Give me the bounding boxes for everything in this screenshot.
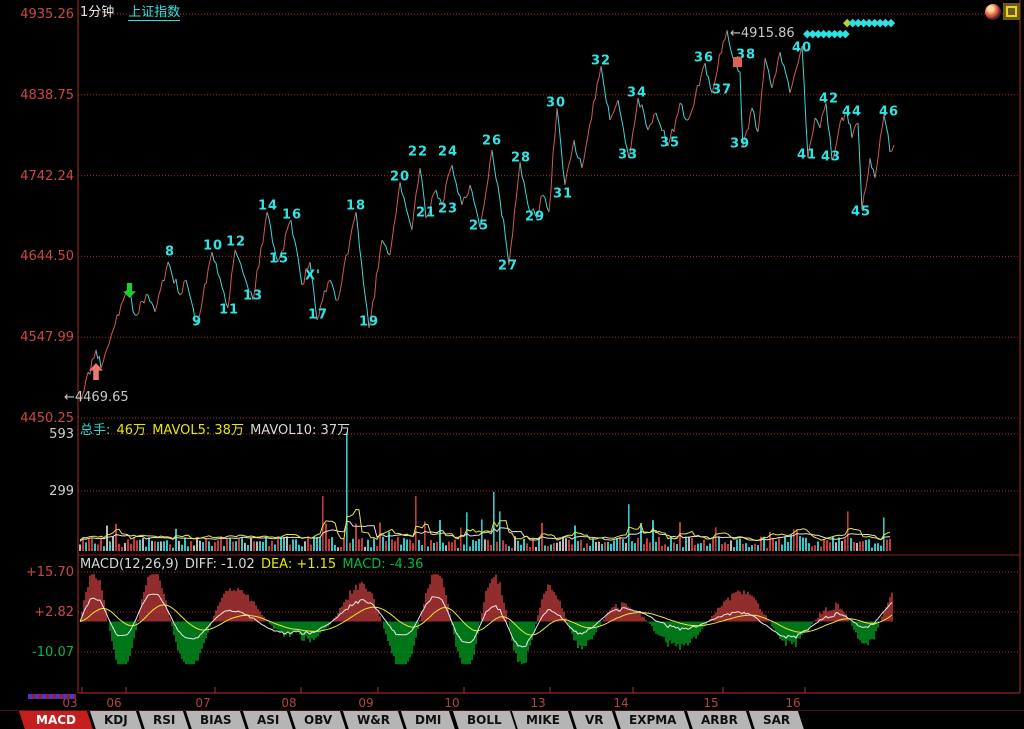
tab-dmi[interactable]: DMI bbox=[401, 711, 456, 729]
tab-label: VR bbox=[585, 713, 604, 727]
maximize-icon-glyph bbox=[1006, 6, 1017, 17]
tab-label: BIAS bbox=[200, 713, 232, 727]
tab-label: MACD bbox=[36, 713, 76, 727]
tab-label: OBV bbox=[304, 713, 333, 727]
tab-label: DMI bbox=[415, 713, 442, 727]
tab-sar[interactable]: SAR bbox=[748, 711, 805, 729]
period-label: 1分钟 bbox=[80, 5, 115, 20]
tab-label: W&R bbox=[357, 713, 391, 727]
symbol-label[interactable]: 上证指数 bbox=[128, 5, 181, 21]
tab-mike[interactable]: MIKE bbox=[512, 711, 575, 729]
tab-expma[interactable]: EXPMA bbox=[614, 711, 691, 729]
tab-rsi[interactable]: RSI bbox=[138, 711, 190, 729]
tab-bias[interactable]: BIAS bbox=[186, 711, 246, 729]
tab-macd[interactable]: MACD bbox=[18, 711, 94, 729]
tab-label: EXPMA bbox=[628, 713, 677, 727]
charts-canvas[interactable] bbox=[0, 0, 1024, 710]
tab-label: RSI bbox=[152, 713, 176, 727]
tab-boll[interactable]: BOLL bbox=[452, 711, 516, 729]
tab-label: ARBR bbox=[701, 713, 739, 727]
app-ball-icon[interactable] bbox=[985, 4, 1001, 20]
tab-label: MIKE bbox=[526, 713, 561, 727]
chart-titlebar: 1分钟 上证指数 bbox=[80, 1, 181, 21]
tab-kdj[interactable]: KDJ bbox=[89, 711, 142, 729]
tab-label: BOLL bbox=[466, 713, 502, 727]
tab-label: SAR bbox=[763, 713, 791, 727]
tab-obv[interactable]: OBV bbox=[289, 711, 347, 729]
maximize-icon[interactable] bbox=[1003, 3, 1020, 20]
tab-asi[interactable]: ASI bbox=[242, 711, 294, 729]
tab-arbr[interactable]: ARBR bbox=[687, 711, 753, 729]
tab-label: ASI bbox=[256, 713, 280, 727]
tab-vr[interactable]: VR bbox=[570, 711, 618, 729]
indicator-tab-bar: MACD KDJ RSI BIAS ASI OBV W&R DMI BOLL MIKE VR EXPM… bbox=[0, 710, 1024, 729]
tab-label: KDJ bbox=[104, 713, 128, 727]
tab-w-r[interactable]: W&R bbox=[343, 711, 405, 729]
nav-position-strip[interactable] bbox=[28, 694, 76, 699]
